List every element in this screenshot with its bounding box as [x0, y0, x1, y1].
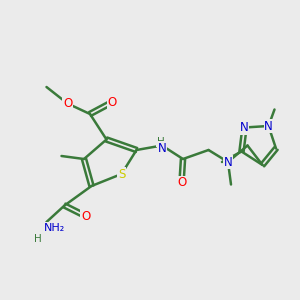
Text: NH₂: NH₂	[44, 223, 65, 233]
Text: N: N	[158, 142, 166, 155]
Text: O: O	[81, 209, 90, 223]
Text: N: N	[264, 119, 273, 133]
Text: H: H	[157, 137, 164, 147]
Text: H: H	[34, 233, 42, 244]
Text: O: O	[108, 95, 117, 109]
Text: S: S	[118, 167, 125, 181]
Text: N: N	[240, 121, 249, 134]
Text: O: O	[177, 176, 186, 190]
Text: N: N	[224, 155, 232, 169]
Text: O: O	[63, 97, 72, 110]
